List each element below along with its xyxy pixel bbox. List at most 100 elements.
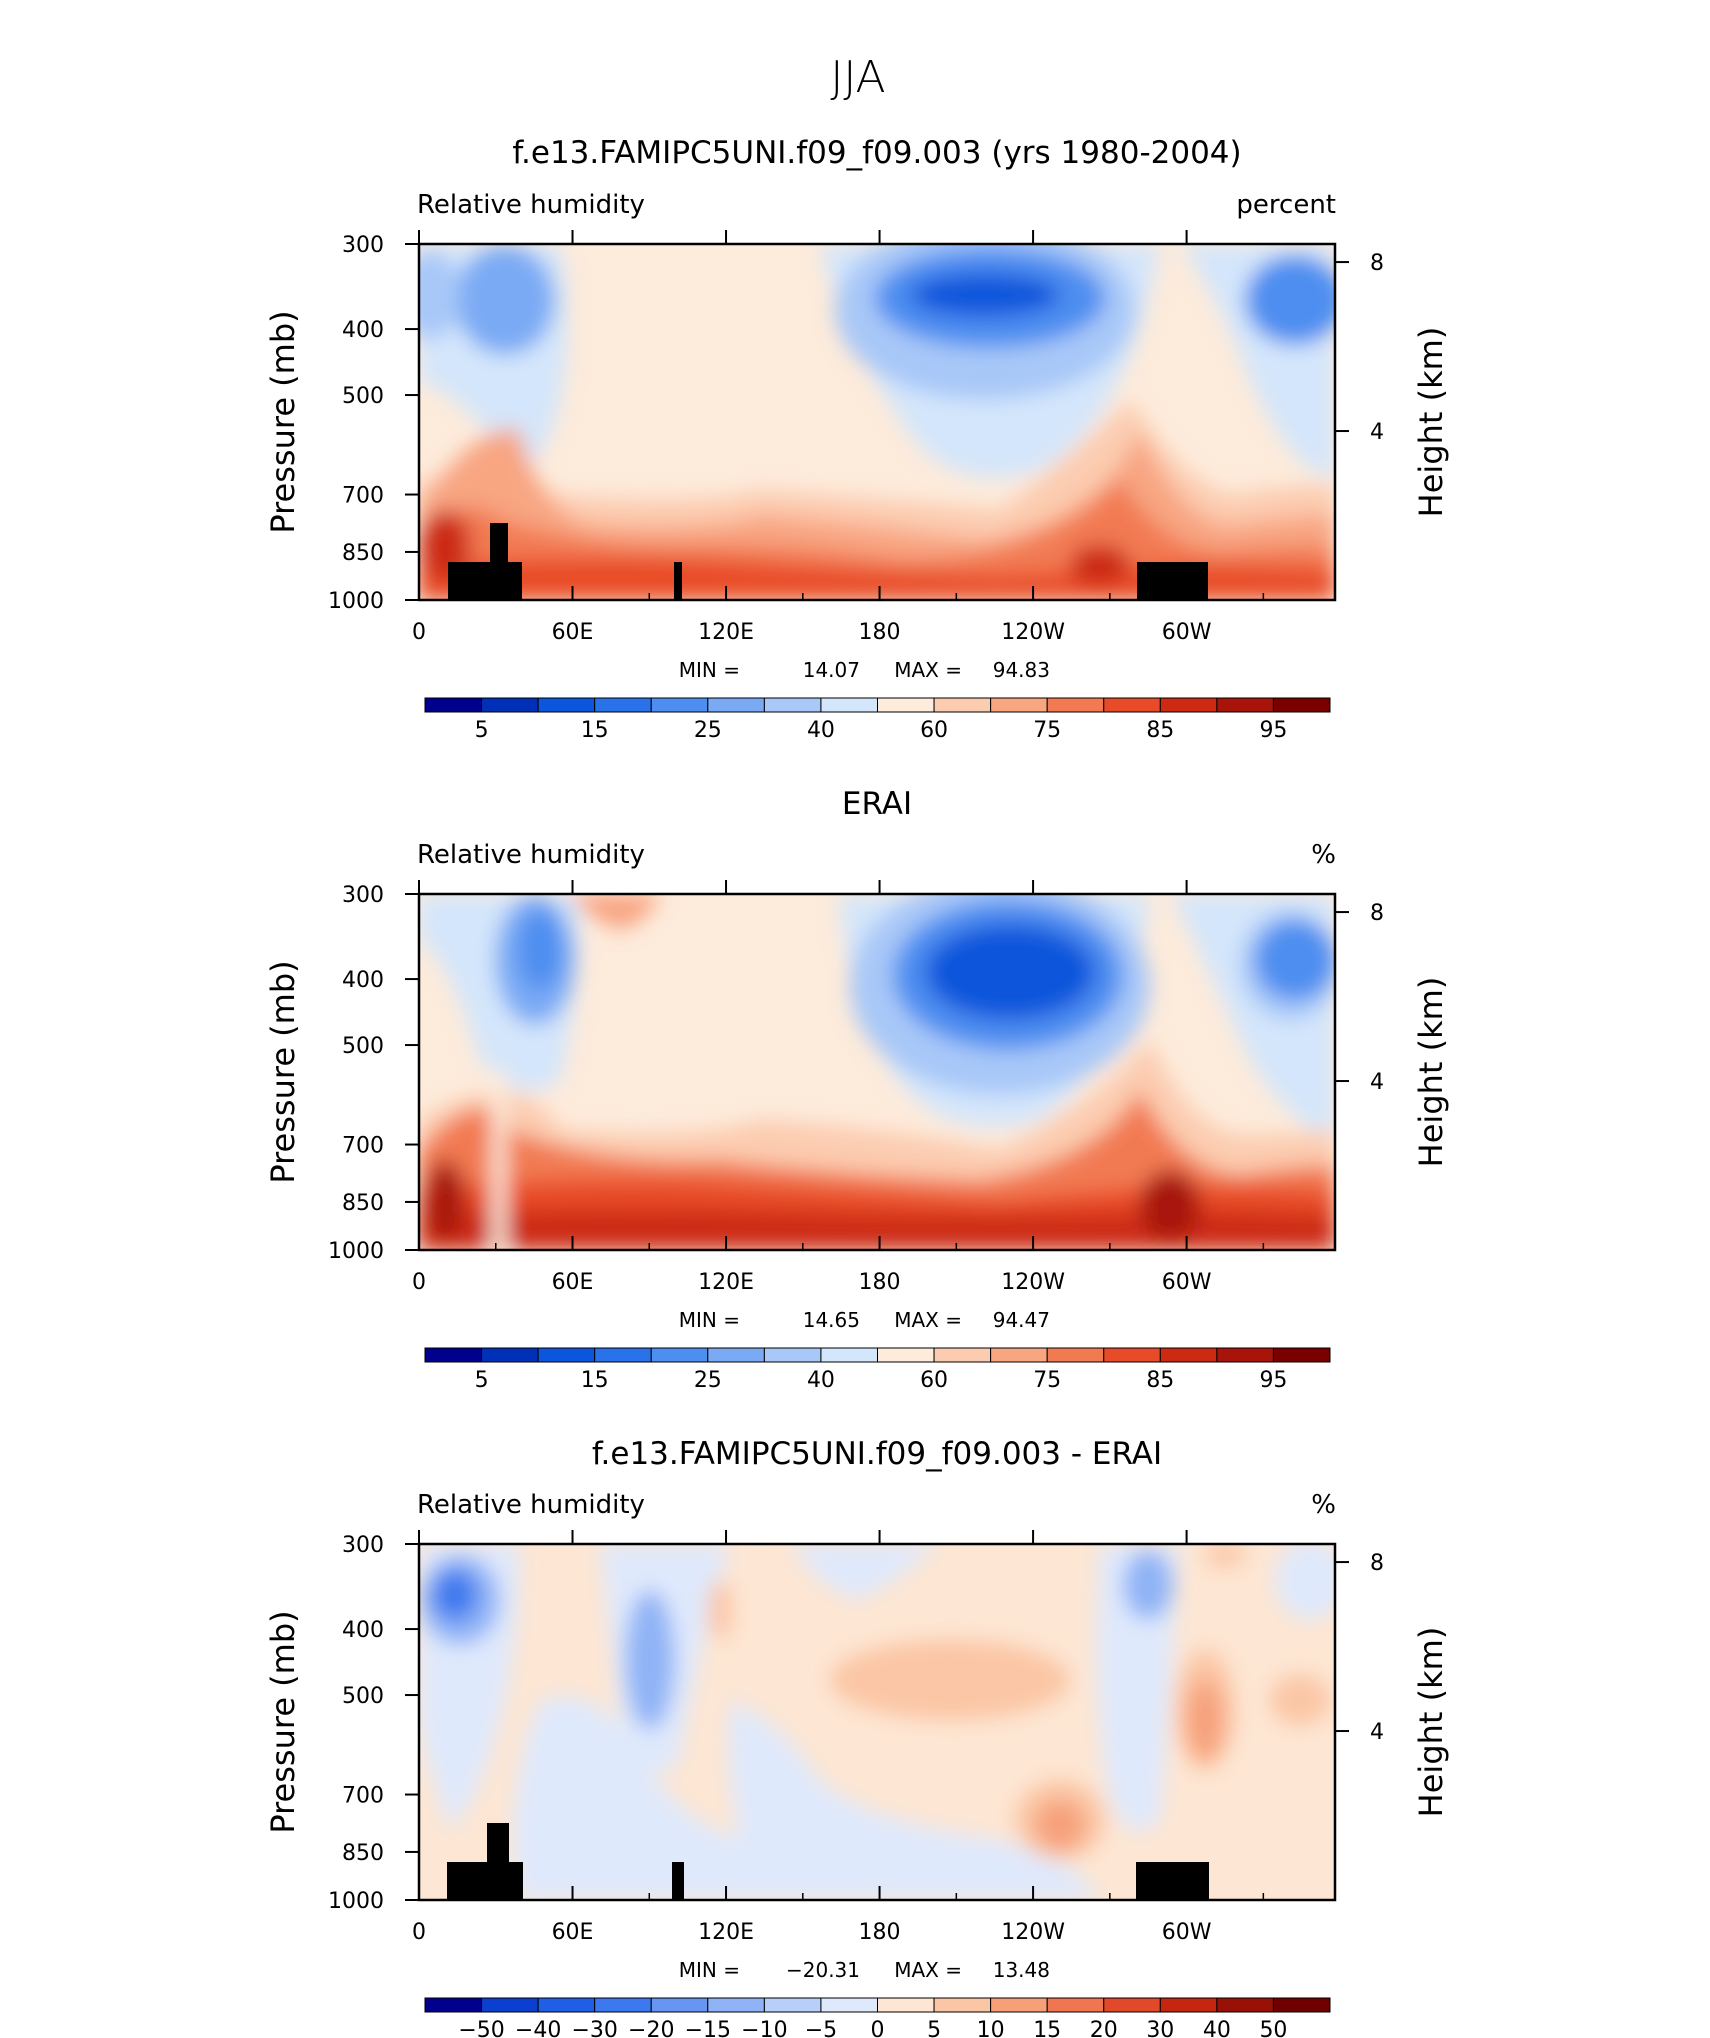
panel-reanalysis: ERAI Relative humidity % [264,786,1450,1295]
contour-negative [790,1544,940,1600]
x-tick-label: 0 [412,1270,426,1295]
colorbar-box [933,697,992,713]
max-label: MAX = [894,658,962,682]
colorbar-box [990,697,1048,713]
colorbar-label: 40 [807,718,835,743]
x-tick-label: 60W [1162,1270,1212,1295]
colorbar-label: 15 [1033,2018,1061,2038]
x-tick-label: 120E [698,1920,754,1945]
colorbar-label: 5 [475,1368,489,1393]
contour-moist-upper [570,894,660,930]
colorbar-label: 15 [581,718,609,743]
min-value: 14.07 [803,658,860,682]
y-tick-label: 400 [342,1618,384,1643]
colorbar-box [707,1347,765,1363]
y-tick-label: 1000 [328,1889,384,1914]
colorbar-box [820,1347,878,1363]
axes: 0 60E 120E 180 120W 60W 300 400 500 700 850 1000 Pre… [264,1530,1450,1945]
x-tick-label: 180 [859,1920,901,1945]
contour-positive [830,1640,1070,1720]
axes: 0 60E 120E 180 120W 60W 300 400 500 700 850 1000 Pre… [264,880,1450,1295]
max-value: 94.47 [993,1308,1050,1332]
x-tick-label: 60W [1162,620,1212,645]
contour-field [419,244,1335,600]
y2-tick-label: 8 [1370,1551,1384,1576]
plot-frame [417,892,1337,1252]
colorbar-box [481,1997,539,2013]
contour-dry-left-core2 [419,250,460,340]
colorbar-box [990,1997,1048,2013]
y-tick-label: 300 [342,233,384,258]
colorbar-box [1216,1997,1274,2013]
colorbar-box [763,697,822,713]
contour-moist-core [1070,545,1130,585]
colorbar-label: 60 [920,718,948,743]
x-tick-label: 120E [698,1270,754,1295]
colorbar-label: 15 [581,1368,609,1393]
min-value: 14.65 [803,1308,860,1332]
colorbar-box [424,1347,483,1363]
colorbar-label: −50 [458,2018,504,2038]
colorbar-box [424,697,483,713]
x-tick-label: 180 [859,1270,901,1295]
colorbar-box [707,1997,765,2013]
contour-negative-core [625,1590,675,1730]
topography-mask [674,562,682,600]
topography-mask [1137,562,1208,600]
colorbar-label: 75 [1033,1368,1061,1393]
panel-title: f.e13.FAMIPC5UNI.f09_f09.003 - ERAI [592,1436,1162,1472]
contour-dry-center-core [925,924,1095,1020]
colorbar-label: 95 [1259,1368,1287,1393]
colorbar-label: −10 [741,2018,787,2038]
contour-negative-core2 [433,1570,477,1620]
colorbar-box [650,1347,709,1363]
y-tick-label: 1000 [328,1239,384,1264]
contour-negative-core [1123,1550,1173,1620]
contour-field [419,894,1335,1250]
y-axis-label: Pressure (mb) [264,310,302,533]
contour-dry-strip [492,1070,506,1250]
panel-difference: f.e13.FAMIPC5UNI.f09_f09.003 - ERAI Rela… [264,1436,1450,1945]
plot-frame [417,242,1337,602]
colorbar-box [1046,1997,1105,2013]
colorbar-box [1216,697,1274,713]
contour-dry-right-core [1245,255,1335,345]
y-axis-label: Pressure (mb) [264,960,302,1183]
colorbar-box [877,697,935,713]
colorbar-box [537,697,596,713]
topography-mask [672,1862,684,1900]
colorbar-box [1159,697,1218,713]
y2-tick-label: 4 [1370,1070,1384,1095]
contour-negative [728,1700,1100,1900]
colorbar-box [877,1347,935,1363]
axes: 0 60E 120E 180 120W 60W 300 400 500 700 850 1000 Pre… [264,230,1450,645]
colorbar-box [650,1997,709,2013]
contour-moist-4 [419,1209,1335,1250]
max-value: 94.83 [993,658,1050,682]
field-label: Relative humidity [417,190,645,220]
colorbar-box [763,1347,822,1363]
x-tick-label: 60W [1162,1920,1212,1945]
y-tick-label: 700 [342,1784,384,1809]
contour-moist-core2 [425,1160,465,1240]
colorbar-box [481,1347,539,1363]
y-tick-label: 300 [342,883,384,908]
topography-mask [1136,1862,1209,1900]
colorbar-box [763,1997,822,2013]
y-tick-label: 850 [342,1191,384,1216]
colorbar-box [1272,1997,1331,2013]
colorbar-label: −5 [805,2018,837,2038]
colorbar-box [481,697,539,713]
contour-positive-core [1187,1680,1223,1760]
colorbar-box [1046,697,1105,713]
colorbar-label: −20 [628,2018,674,2038]
colorbar-label: 40 [1203,2018,1231,2038]
colorbar-box [1159,1997,1218,2013]
contour-field [419,1544,1335,1900]
x-tick-label: 120E [698,620,754,645]
x-tick-label: 0 [412,1920,426,1945]
y2-axis-label: Height (km) [1412,327,1450,518]
colorbar-box [537,1997,596,2013]
colorbar-box [1103,1997,1161,2013]
